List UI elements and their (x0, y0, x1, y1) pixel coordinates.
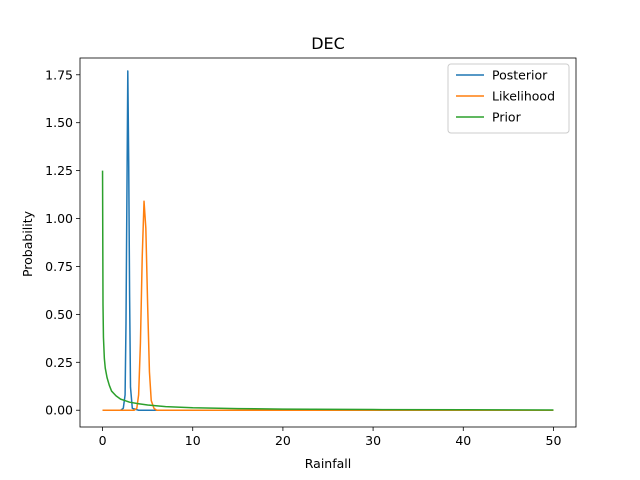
axes-frame (79, 57, 577, 428)
y-tick-label: 1.50 (45, 115, 73, 130)
series-line-posterior (102, 70, 554, 411)
y-tick-label: 0.25 (45, 355, 73, 370)
y-axis-label: Probability (20, 210, 35, 277)
y-tick-label: 0.75 (45, 259, 73, 274)
series-line-prior (101, 170, 554, 411)
x-tick-label: 50 (546, 433, 562, 448)
x-axis-label: Rainfall (305, 456, 351, 471)
y-tick-label: 1.00 (45, 211, 73, 226)
legend-label-likelihood: Likelihood (492, 89, 555, 104)
legend-label-prior: Prior (492, 110, 522, 125)
chart-title: DEC (311, 34, 345, 53)
x-tick-label: 40 (455, 433, 471, 448)
y-tick-label: 0.00 (45, 403, 73, 418)
plot-area: 0 10 20 30 40 50 0.00 0.25 0.50 0.75 1.00 1.25 1.50 1… (45, 57, 577, 448)
y-tick-label: 0.50 (45, 307, 73, 322)
series-line-likelihood (102, 200, 554, 411)
legend: Posterior Likelihood Prior (447, 63, 570, 134)
x-tick-label: 20 (275, 433, 291, 448)
x-tick-label: 30 (365, 433, 381, 448)
y-tick-label: 1.75 (45, 67, 73, 82)
legend-box (447, 63, 570, 134)
x-tick-label: 10 (185, 433, 201, 448)
legend-label-posterior: Posterior (492, 68, 548, 83)
y-tick-label: 1.25 (45, 163, 73, 178)
x-tick-label: 0 (99, 433, 107, 448)
